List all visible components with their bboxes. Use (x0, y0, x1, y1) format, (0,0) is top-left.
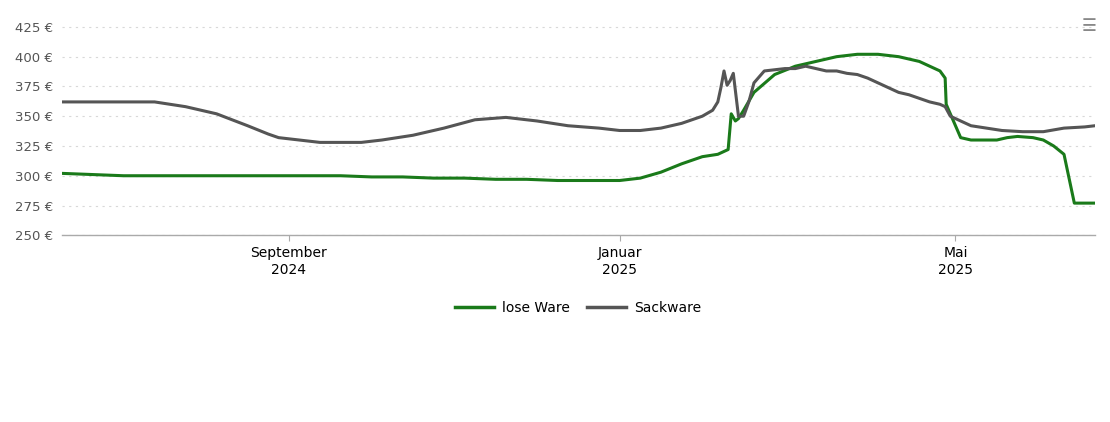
Legend: lose Ware, Sackware: lose Ware, Sackware (450, 296, 707, 321)
Text: ☰: ☰ (1082, 17, 1097, 35)
